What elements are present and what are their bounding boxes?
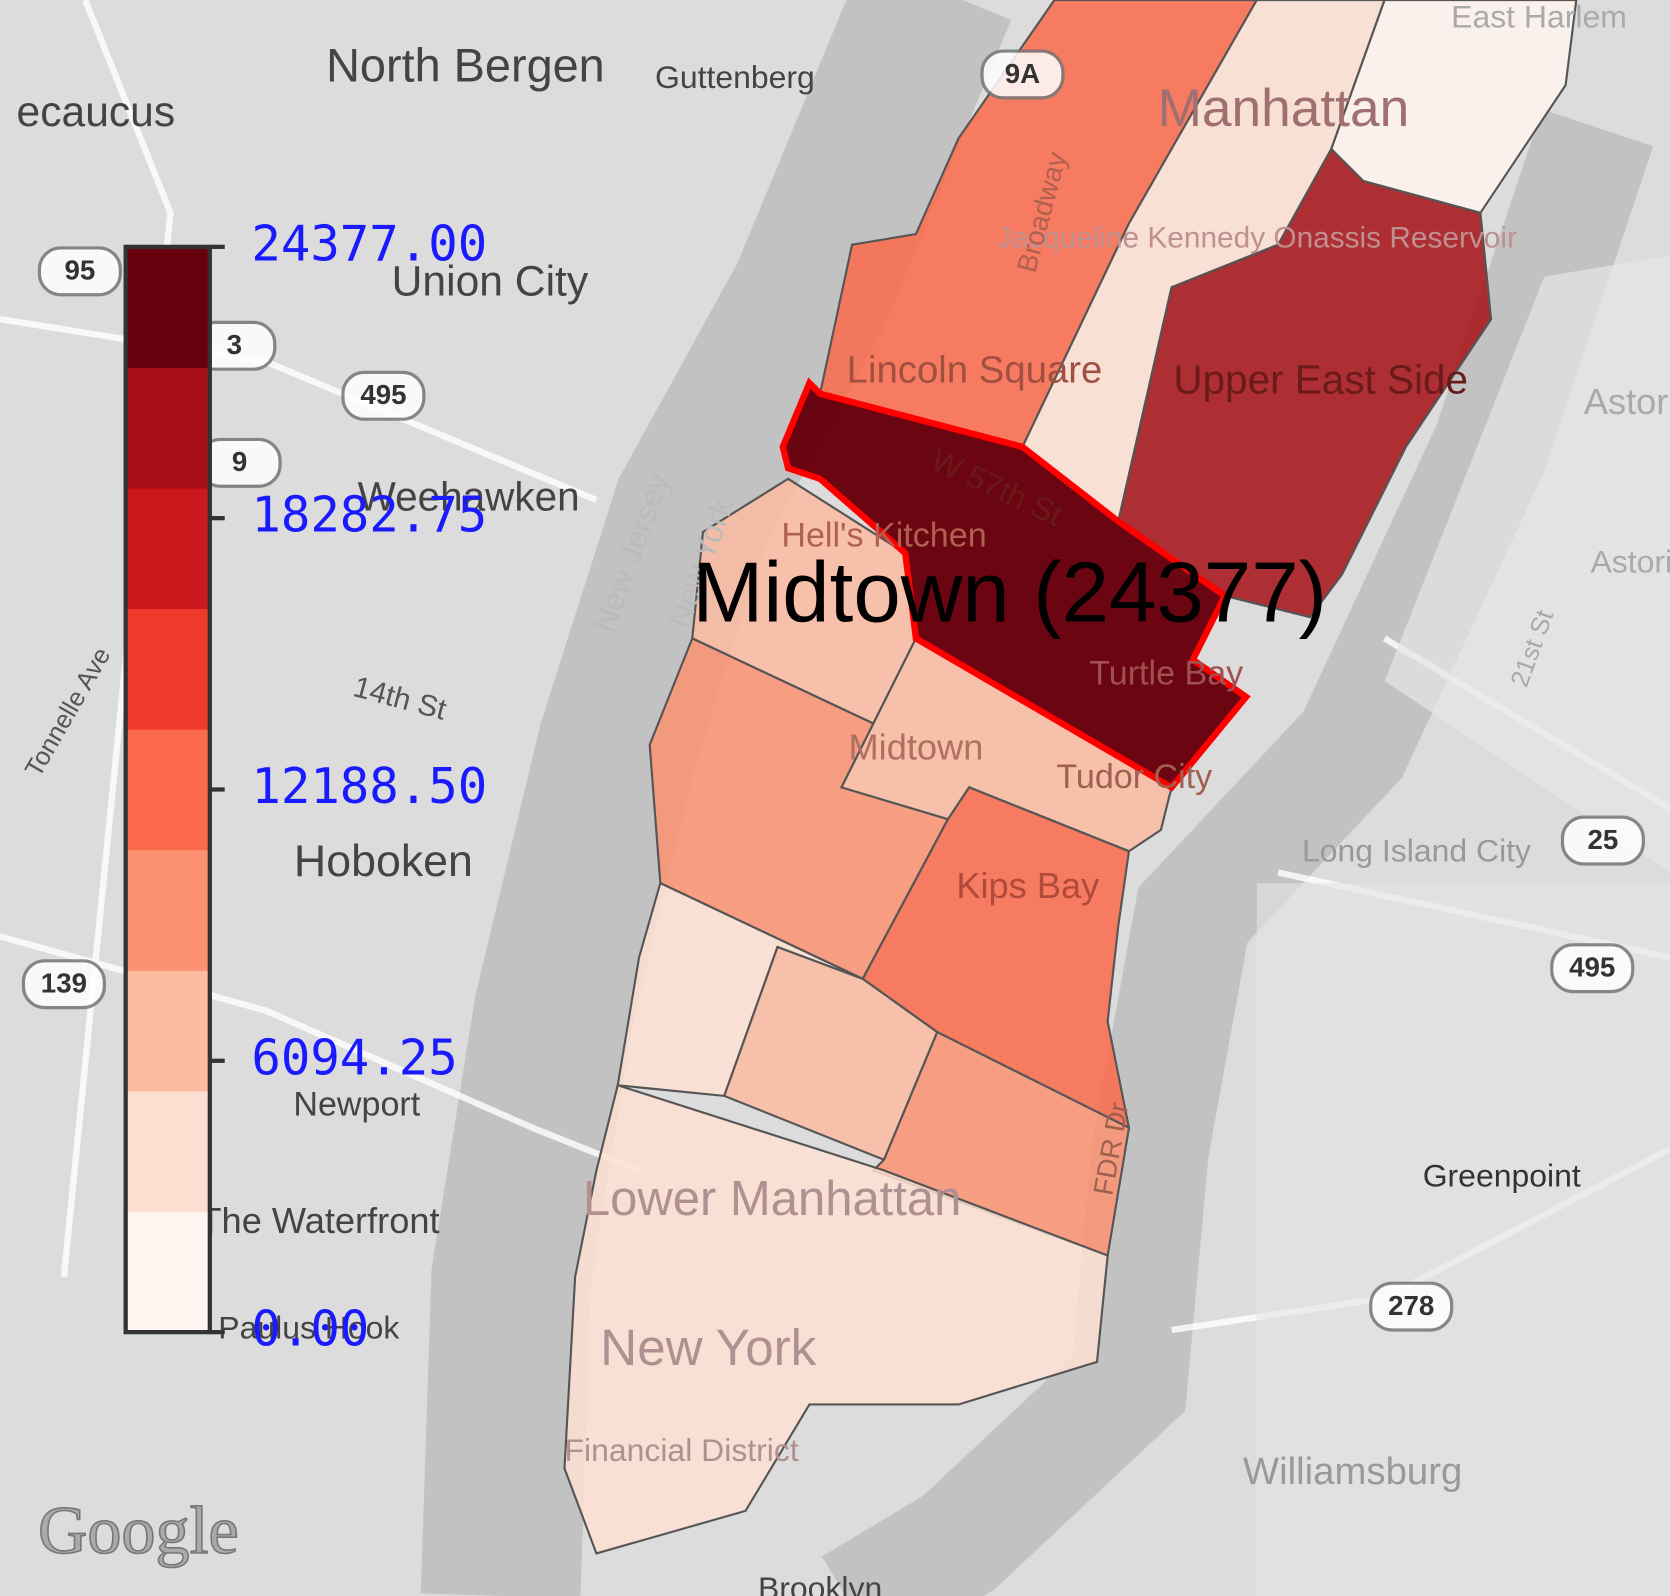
place-label: Tudor City bbox=[1056, 758, 1212, 796]
highway-number: 95 bbox=[64, 255, 95, 286]
region bbox=[563, 1083, 1109, 1555]
place-label: Hoboken bbox=[294, 837, 473, 886]
place-label: Brooklyn bbox=[758, 1570, 882, 1596]
region bbox=[1117, 147, 1493, 619]
highway-number: 278 bbox=[1388, 1290, 1434, 1321]
place-label: Greenpoint bbox=[1423, 1157, 1581, 1193]
place-label: Newport bbox=[293, 1086, 420, 1124]
queens-brooklyn bbox=[1256, 883, 1670, 1596]
place-label: ecaucus bbox=[17, 88, 176, 136]
place-label: North Bergen bbox=[326, 40, 605, 92]
colorbar-tick-label: 24377.00 bbox=[251, 215, 487, 272]
place-label: New York bbox=[600, 1319, 816, 1376]
colorbar-bin bbox=[125, 1090, 210, 1213]
highway-number: 495 bbox=[1569, 952, 1615, 983]
place-label: Manhattan bbox=[1158, 79, 1410, 138]
place-label: Union City bbox=[392, 257, 589, 305]
highway-number: 25 bbox=[1588, 824, 1619, 855]
queens bbox=[1384, 255, 1670, 873]
highway-number: 9 bbox=[232, 446, 247, 477]
colorbar-tick-label: 0.00 bbox=[251, 1301, 369, 1358]
place-label: Midtown bbox=[849, 727, 984, 768]
colorbar-bin bbox=[125, 367, 210, 489]
colorbar-bin bbox=[125, 1211, 210, 1333]
colorbar-bin bbox=[125, 970, 210, 1092]
place-label: Upper East Side bbox=[1173, 357, 1468, 403]
hover-label: Midtown (24377) bbox=[692, 546, 1327, 641]
place-label: Jacqueline Kennedy Onassis Reservoir bbox=[997, 221, 1517, 254]
place-label: Financial District bbox=[564, 1432, 798, 1468]
colorbar-tick-label: 18282.75 bbox=[251, 487, 487, 544]
colorbar-tick-label: 6094.25 bbox=[251, 1029, 457, 1086]
regions bbox=[563, 0, 1578, 1555]
place-label: Astoria bbox=[1584, 381, 1670, 422]
place-label: Hell's Kitchen bbox=[781, 516, 986, 554]
attribution: Google bbox=[38, 1492, 239, 1568]
place-label: Weehawken bbox=[358, 474, 580, 520]
colorbar-tick-label: 12188.50 bbox=[251, 758, 487, 815]
highway-shield bbox=[1560, 815, 1645, 866]
place-label: Astoria bbox=[1590, 543, 1670, 579]
highway-number: 495 bbox=[360, 379, 406, 410]
highway-number: 139 bbox=[41, 968, 87, 999]
place-label: Lower Manhattan bbox=[583, 1172, 961, 1226]
highway-shield bbox=[341, 370, 426, 421]
place-label: Turtle Bay bbox=[1089, 655, 1243, 693]
place-label: Williamsburg bbox=[1243, 1450, 1462, 1493]
place-label: Guttenberg bbox=[655, 59, 815, 95]
colorbar-bin bbox=[125, 608, 210, 730]
place-label: Kips Bay bbox=[956, 865, 1100, 906]
colorbar-bin bbox=[125, 488, 210, 610]
highway-shield bbox=[1550, 943, 1635, 994]
colorbar-bin bbox=[125, 246, 210, 368]
highway-shield bbox=[21, 959, 106, 1010]
place-label: The Waterfront bbox=[199, 1200, 439, 1241]
colorbar-bin bbox=[125, 849, 210, 971]
colorbar: 0.00 6094.25 12188.50 18282.75 24377.00 bbox=[123, 215, 487, 1358]
place-label: East Harlem bbox=[1451, 0, 1627, 35]
highway-shield bbox=[1369, 1281, 1454, 1332]
highway-shield bbox=[980, 49, 1065, 100]
highlighted-region bbox=[779, 377, 1251, 792]
hudson-river bbox=[420, 0, 1012, 1596]
highway-number: 9A bbox=[1005, 58, 1040, 89]
colorbar-bin bbox=[125, 729, 210, 851]
place-label: Lincoln Square bbox=[847, 349, 1103, 392]
place-label: Long Island City bbox=[1302, 833, 1531, 869]
highway-shield bbox=[37, 246, 122, 297]
highway-number: 3 bbox=[227, 329, 242, 360]
region bbox=[1330, 0, 1578, 215]
place-label: Paulus Hook bbox=[218, 1309, 399, 1345]
